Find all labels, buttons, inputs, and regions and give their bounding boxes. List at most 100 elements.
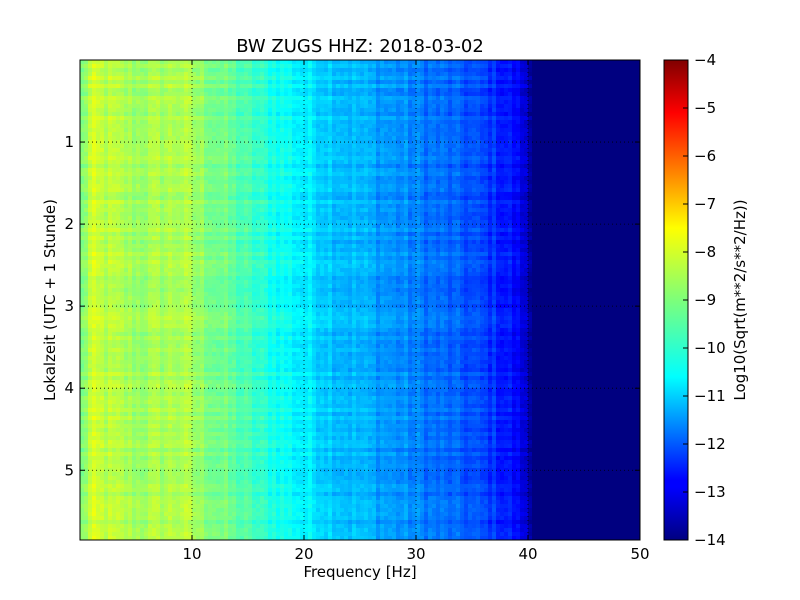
heatmap-cell (104, 104, 109, 109)
heatmap-cell (132, 196, 137, 201)
heatmap-cell (592, 84, 597, 89)
heatmap-cell (236, 68, 241, 73)
heatmap-cell (388, 156, 393, 161)
heatmap-cell (496, 108, 501, 113)
heatmap-cell (84, 176, 89, 181)
heatmap-cell (560, 192, 565, 197)
heatmap-cell (400, 112, 405, 117)
heatmap-cell (620, 92, 625, 97)
heatmap-cell (244, 164, 249, 169)
heatmap-cell (80, 92, 85, 97)
heatmap-cell (240, 132, 245, 137)
heatmap-cell (208, 156, 213, 161)
heatmap-cell (224, 72, 229, 77)
heatmap-cell (532, 180, 537, 185)
heatmap-cell (292, 88, 297, 93)
heatmap-cell (228, 196, 233, 201)
heatmap-cell (604, 68, 609, 73)
heatmap-cell (420, 72, 425, 77)
heatmap-cell (388, 68, 393, 73)
heatmap-cell (252, 152, 257, 157)
heatmap-cell (168, 144, 173, 149)
heatmap-cell (496, 128, 501, 133)
heatmap-cell (400, 156, 405, 161)
heatmap-cell (444, 72, 449, 77)
heatmap-cell (516, 80, 521, 85)
heatmap-cell (608, 112, 613, 117)
heatmap-cell (420, 120, 425, 125)
heatmap-cell (288, 200, 293, 205)
heatmap-cell (424, 104, 429, 109)
heatmap-cell (480, 108, 485, 113)
heatmap-cell (292, 156, 297, 161)
heatmap-cell (608, 72, 613, 77)
heatmap-cell (544, 76, 549, 81)
heatmap-cell (308, 180, 313, 185)
heatmap-cell (528, 92, 533, 97)
heatmap-cell (284, 60, 289, 65)
heatmap-cell (116, 192, 121, 197)
heatmap-cell (400, 68, 405, 73)
heatmap-cell (216, 200, 221, 205)
heatmap-cell (324, 68, 329, 73)
heatmap-cell (272, 160, 277, 165)
heatmap-cell (196, 80, 201, 85)
heatmap-cell (512, 88, 517, 93)
heatmap-cell (316, 96, 321, 101)
heatmap-cell (516, 112, 521, 117)
heatmap-cell (432, 188, 437, 193)
heatmap-cell (228, 64, 233, 69)
heatmap-cell (120, 192, 125, 197)
heatmap-cell (288, 120, 293, 125)
heatmap-cell (604, 180, 609, 185)
heatmap-cell (276, 92, 281, 97)
heatmap-cell (208, 68, 213, 73)
heatmap-cell (424, 60, 429, 65)
heatmap-cell (324, 136, 329, 141)
heatmap-cell (280, 188, 285, 193)
heatmap-cell (624, 72, 629, 77)
heatmap-cell (136, 148, 141, 153)
heatmap-cell (572, 148, 577, 153)
heatmap-cell (164, 124, 169, 129)
heatmap-cell (204, 160, 209, 165)
heatmap-cell (632, 172, 637, 177)
heatmap-cell (476, 136, 481, 141)
heatmap-cell (292, 104, 297, 109)
heatmap-cell (608, 196, 613, 201)
heatmap-cell (380, 172, 385, 177)
heatmap-cell (332, 108, 337, 113)
heatmap-cell (500, 80, 505, 85)
heatmap-cell (428, 136, 433, 141)
heatmap-cell (116, 84, 121, 89)
heatmap-cell (380, 144, 385, 149)
heatmap-cell (260, 60, 265, 65)
heatmap-cell (220, 120, 225, 125)
heatmap-cell (416, 120, 421, 125)
heatmap-cell (564, 168, 569, 173)
heatmap-cell (184, 160, 189, 165)
heatmap-cell (504, 164, 509, 169)
heatmap-cell (108, 124, 113, 129)
heatmap-cell (108, 88, 113, 93)
heatmap-cell (252, 196, 257, 201)
heatmap-cell (116, 116, 121, 121)
heatmap-cell (180, 172, 185, 177)
heatmap-cell (596, 172, 601, 177)
heatmap-cell (488, 136, 493, 141)
heatmap-cell (260, 160, 265, 165)
heatmap-cell (588, 192, 593, 197)
heatmap-cell (264, 96, 269, 101)
heatmap-cell (432, 136, 437, 141)
heatmap-cell (132, 148, 137, 153)
heatmap-cell (120, 116, 125, 121)
heatmap-cell (436, 148, 441, 153)
heatmap-cell (348, 132, 353, 137)
heatmap-cell (376, 156, 381, 161)
heatmap-cell (220, 132, 225, 137)
heatmap-cell (132, 176, 137, 181)
heatmap-cell (252, 88, 257, 93)
heatmap-cell (128, 188, 133, 193)
heatmap-cell (180, 112, 185, 117)
heatmap-cell (348, 120, 353, 125)
